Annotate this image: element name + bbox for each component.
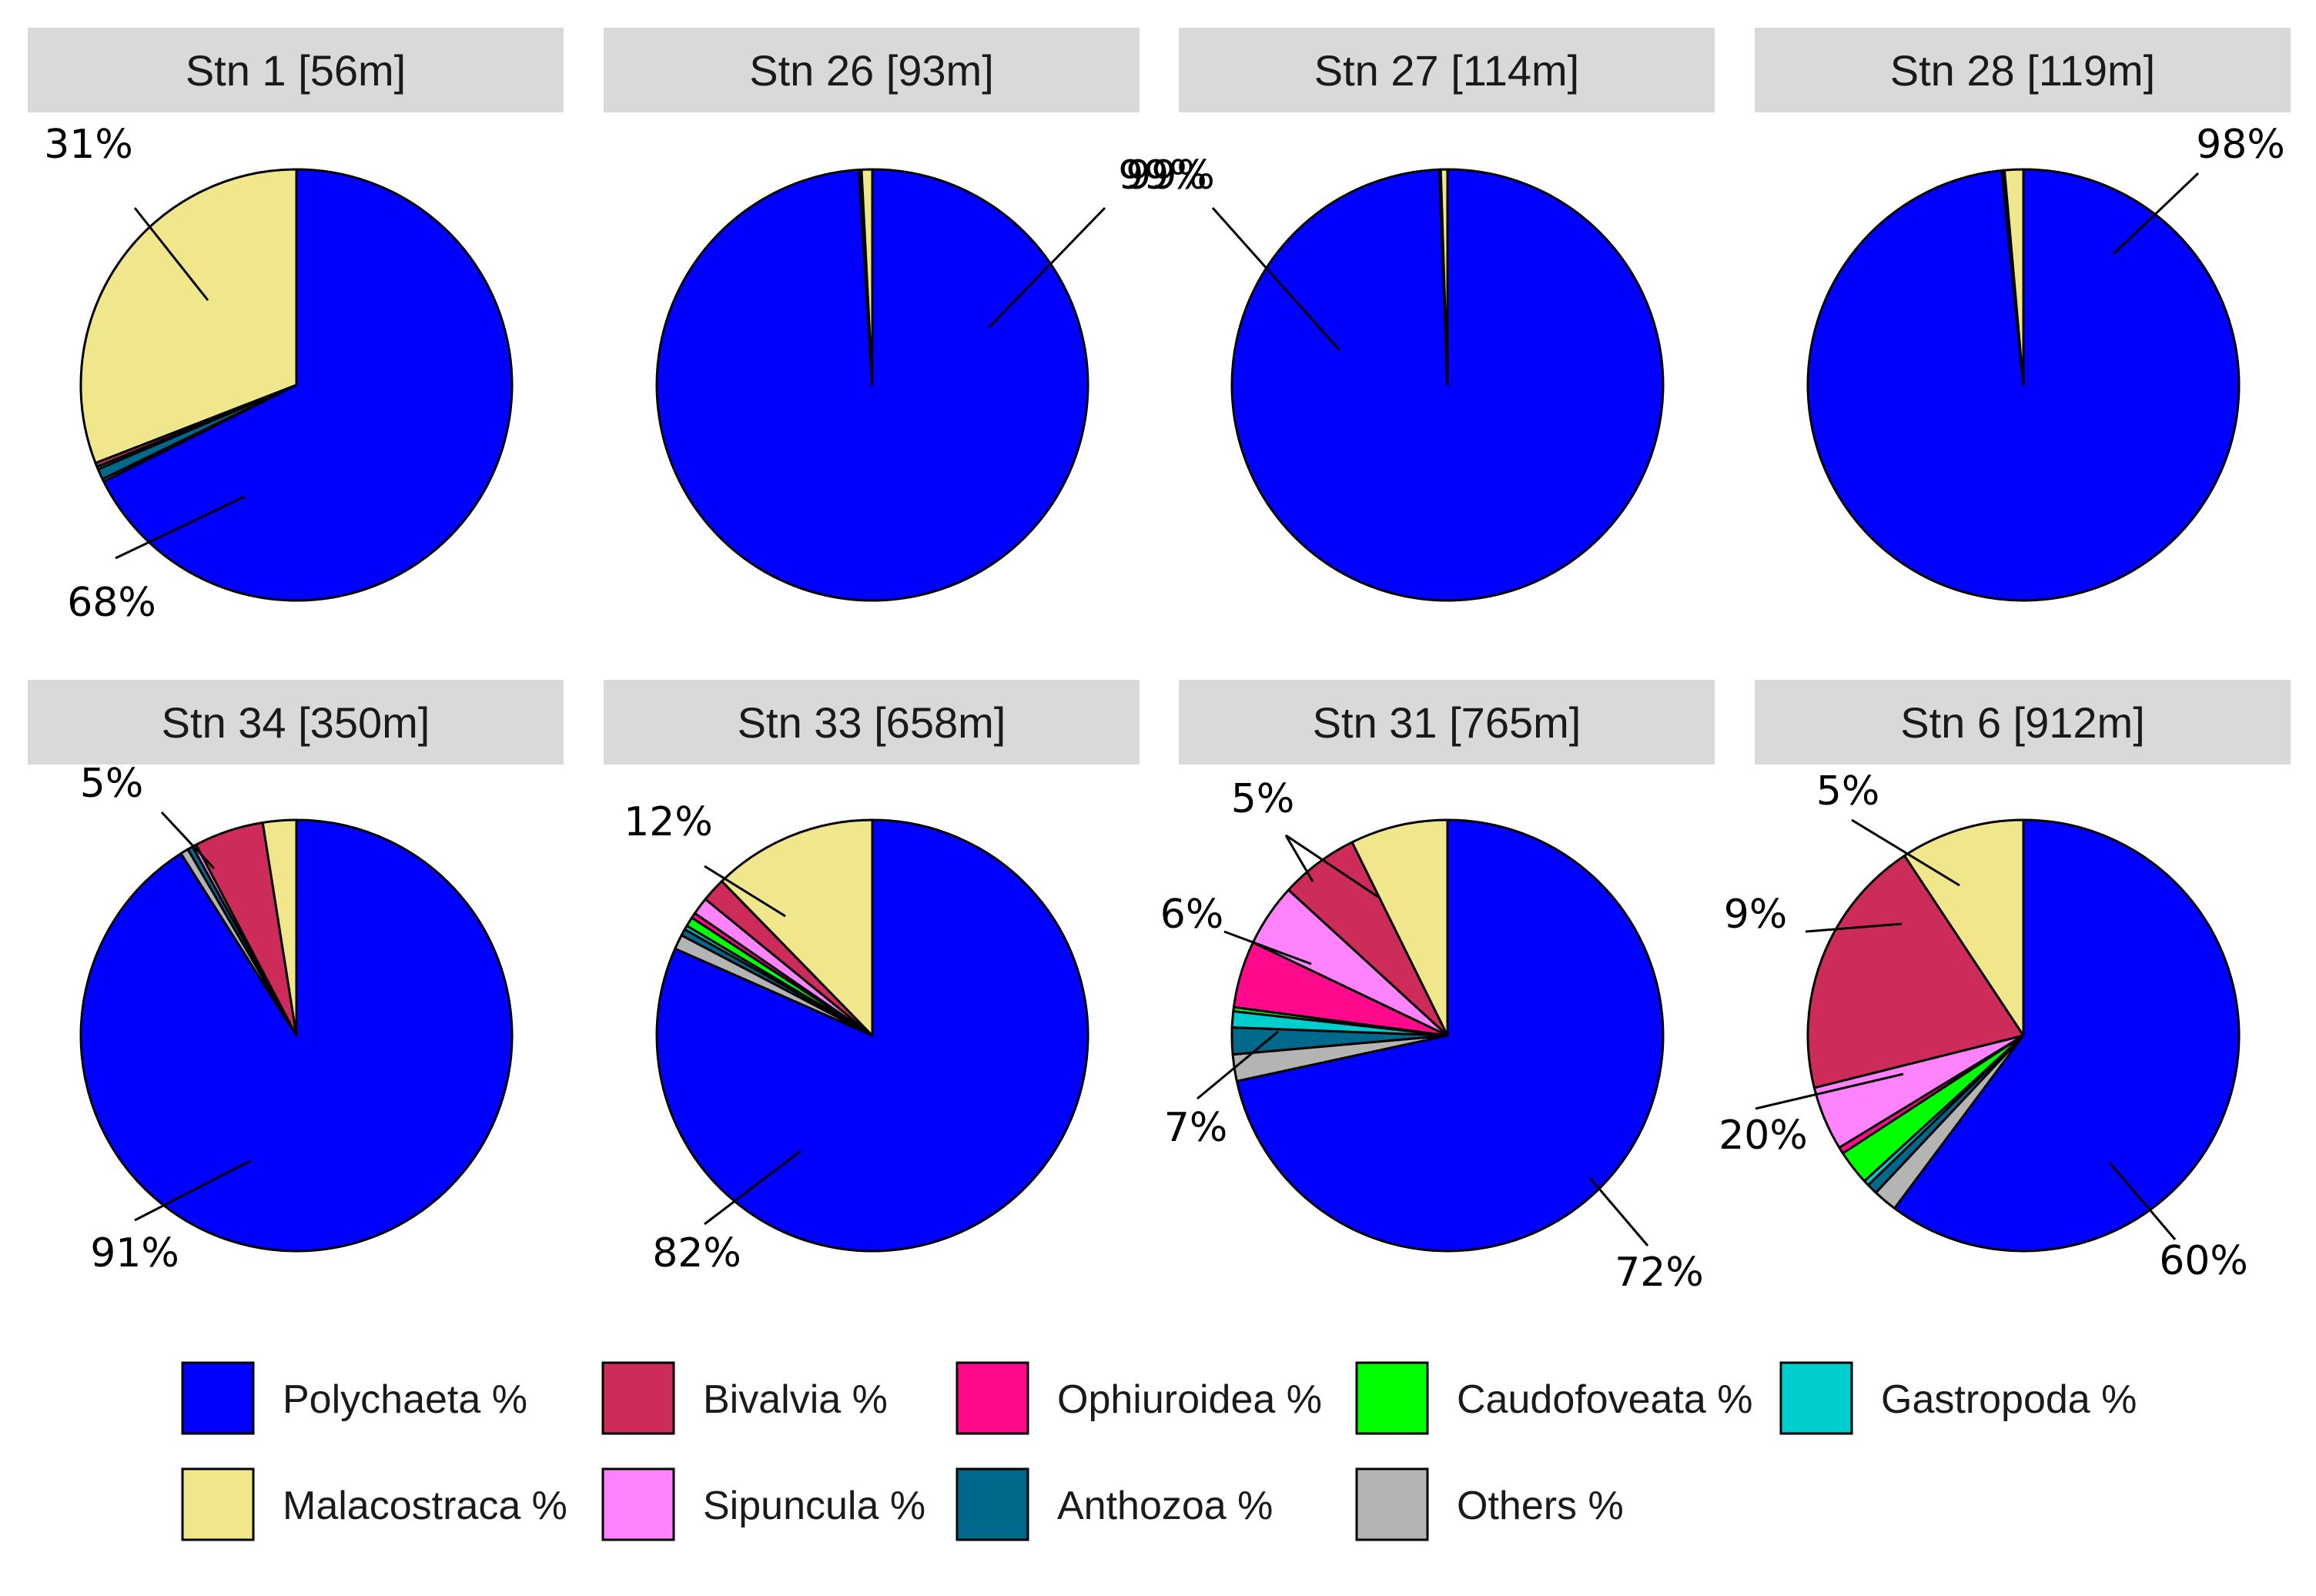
leader-line <box>160 811 216 870</box>
data-label: 6% <box>1160 892 1224 938</box>
leader-line <box>1196 1030 1279 1100</box>
data-label: 5% <box>1231 776 1295 822</box>
leader-line <box>1285 834 1379 898</box>
leader-line <box>133 207 209 301</box>
slice-malacostraca <box>261 818 298 1037</box>
data-label: 20% <box>1719 1113 1808 1159</box>
station-panel: Stn 33 [658m] 12% 82% <box>604 680 1140 1276</box>
slice-malacostraca <box>2003 168 2025 386</box>
slice-malacostraca <box>721 818 874 1037</box>
data-label: 68% <box>67 580 156 626</box>
legend-label-bivalvia: Bivalvia % <box>703 1377 888 1422</box>
panel-header <box>604 28 1140 112</box>
legend-label-gastropoda: Gastropoda % <box>1881 1377 2137 1422</box>
leader-line <box>988 206 1106 329</box>
leader-line <box>134 1159 251 1222</box>
station-panel: Stn 1 [56m] 31% 68% <box>28 28 564 626</box>
panel-title: Stn 31 [765m] <box>1313 698 1581 747</box>
leader-line <box>1755 1072 1904 1110</box>
panel-header <box>1179 28 1715 112</box>
legend-label-caudofoveata: Caudofoveata % <box>1457 1377 1753 1422</box>
data-label: 5% <box>1816 768 1880 815</box>
slice-bivalvia <box>1806 854 2025 1089</box>
data-label: 9% <box>1724 892 1788 938</box>
data-label: 7% <box>1164 1105 1228 1151</box>
station-panel: Stn 34 [350m] 5% 91% <box>28 680 564 1276</box>
slice-polychaeta <box>102 168 514 602</box>
data-label: 99% <box>1118 152 1207 199</box>
leader-line <box>1284 835 1314 882</box>
data-label: 31% <box>44 122 133 168</box>
data-label: 91% <box>90 1230 179 1276</box>
slice-malacostraca <box>1439 168 1449 386</box>
data-label: 98% <box>2196 122 2285 168</box>
slice-polychaeta <box>1893 818 2241 1253</box>
panel-title: Stn 26 [93m] <box>749 46 994 95</box>
panel-title: Stn 33 [658m] <box>738 698 1006 747</box>
panel-title: Stn 27 [114m] <box>1314 46 1580 95</box>
station-panel: Stn 31 [765m] 5% 6% 7% 72% <box>1160 680 1715 1296</box>
data-label: 5% <box>80 761 144 807</box>
slice-malacostraca <box>860 168 874 386</box>
panel-header <box>604 680 1140 765</box>
station-panel: Stn 6 [912m] 5% 9% 20% 60% <box>1719 680 2291 1284</box>
legend-swatch-gastropoda <box>1779 1361 1853 1435</box>
leader-line <box>704 865 786 918</box>
leader-line <box>2112 172 2200 256</box>
legend-swatch-ophiuroidea <box>956 1361 1029 1435</box>
panel-title: Stn 28 [119m] <box>1890 46 2156 95</box>
data-label: 12% <box>624 799 713 845</box>
leader-line <box>1588 1177 1649 1246</box>
panel-header <box>1179 680 1715 765</box>
leader-line <box>704 1149 802 1226</box>
leader-line <box>1211 207 1341 351</box>
leader-line <box>2108 1162 2177 1240</box>
panel-header <box>28 680 564 765</box>
panel-header <box>1755 680 2291 765</box>
panel-header <box>28 28 564 112</box>
legend-swatch-bivalvia <box>601 1361 675 1435</box>
leader-line <box>1223 930 1312 965</box>
legend-swatch-sipuncula <box>601 1467 675 1541</box>
leader-line <box>1805 922 1903 933</box>
station-panel: Stn 27 [114m] 99% <box>1126 28 1715 602</box>
legend: Polychaeta % Bivalvia % Ophiuroidea % Caudo… <box>181 1361 2137 1541</box>
slice-malacostraca <box>1903 818 2025 1037</box>
data-label: 82% <box>652 1230 741 1276</box>
legend-label-malacostraca: Malacostraca % <box>283 1484 567 1528</box>
legend-label-others: Others % <box>1457 1484 1624 1528</box>
legend-swatch-caudofoveata <box>1355 1361 1429 1435</box>
station-panel: Stn 28 [119m] 98% <box>1755 28 2291 602</box>
data-label: 99% <box>1126 152 1215 199</box>
legend-label-ophiuroidea: Ophiuroidea % <box>1057 1377 1322 1422</box>
legend-swatch-others <box>1355 1467 1429 1541</box>
data-label: 60% <box>2159 1238 2248 1284</box>
slice-malacostraca <box>1350 818 1449 1037</box>
legend-label-polychaeta: Polychaeta % <box>283 1377 527 1422</box>
data-label: 72% <box>1615 1250 1704 1296</box>
legend-swatch-anthozoa <box>956 1467 1029 1541</box>
legend-label-anthozoa: Anthozoa % <box>1057 1484 1273 1528</box>
leader-line <box>1851 818 1960 887</box>
slice-malacostraca <box>79 168 298 464</box>
station-panel: Stn 26 [93m] 99% <box>604 28 1207 602</box>
legend-swatch-polychaeta <box>181 1361 255 1435</box>
legend-label-sipuncula: Sipuncula % <box>703 1484 925 1528</box>
slice-polychaeta <box>1235 818 1665 1253</box>
leader-line <box>115 495 246 560</box>
panel-title: Stn 34 [350m] <box>162 698 430 747</box>
legend-swatch-malacostraca <box>181 1467 255 1541</box>
panel-title: Stn 1 [56m] <box>186 46 406 95</box>
panel-header <box>1755 28 2291 112</box>
panel-title: Stn 6 [912m] <box>1900 698 2145 747</box>
